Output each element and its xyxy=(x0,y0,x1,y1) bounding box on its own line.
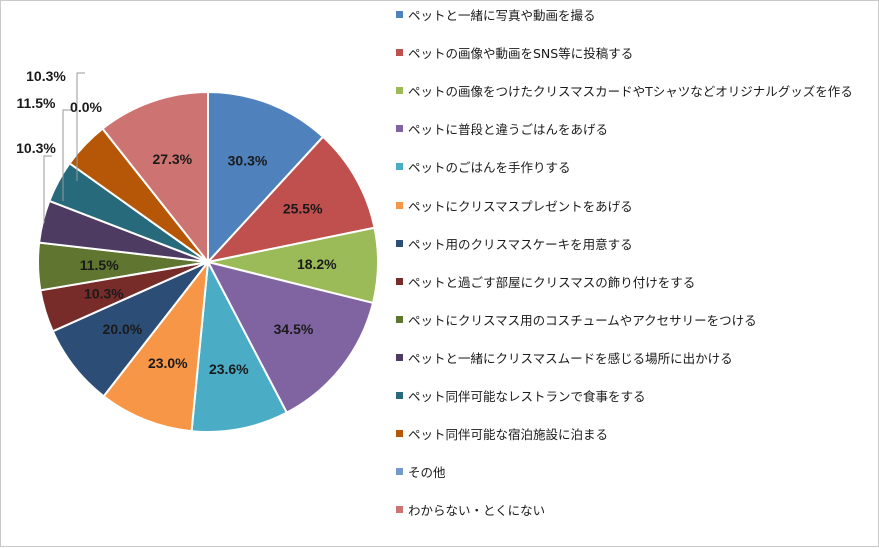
leader-line xyxy=(62,109,71,201)
legend-swatch xyxy=(396,353,403,361)
legend-swatch xyxy=(396,163,403,171)
slice-label: 23.0% xyxy=(148,355,188,371)
slice-label: 25.5% xyxy=(283,200,323,216)
legend-swatch xyxy=(396,277,403,285)
legend-label: ペットの画像や動画をSNS等に投稿する xyxy=(408,46,634,62)
legend-swatch xyxy=(396,11,403,18)
legend-label: ペットにクリスマス用のコスチュームやアクセサリーをつける xyxy=(408,312,757,328)
slice-label: 30.3% xyxy=(228,153,268,169)
slice-label: 27.3% xyxy=(152,151,192,167)
legend-label: ペット用のクリスマスケーキを用意する xyxy=(408,236,633,252)
slice-label: 11.5% xyxy=(80,257,119,273)
legend-swatch xyxy=(396,49,403,57)
pie-slices xyxy=(37,90,379,433)
legend-label: その他 xyxy=(408,465,446,481)
slice-label: 18.2% xyxy=(297,256,337,272)
legend-label: ペットと過ごす部屋にクリスマスの飾り付けをする xyxy=(408,274,696,290)
legend-label: ペット同伴可能なレストランで食事をする xyxy=(408,389,646,404)
slice-label: 11.5% xyxy=(17,95,56,111)
legend-swatch xyxy=(396,201,403,209)
pie-slice xyxy=(101,90,209,265)
legend-label: ペットと一緒にクリスマスムードを感じる場所に出かける xyxy=(408,350,733,366)
legend-swatch xyxy=(396,468,403,476)
legend-swatch xyxy=(396,506,403,514)
slice-label: 0.0% xyxy=(70,99,102,115)
legend-swatch xyxy=(396,87,403,95)
pie-slice xyxy=(102,258,210,433)
leader-line xyxy=(76,72,85,181)
legend-label: ペットと一緒に写真や動画を撮る xyxy=(408,8,596,23)
slice-label: 20.0% xyxy=(103,321,143,337)
slice-label: 23.6% xyxy=(209,361,249,377)
legend-swatch xyxy=(396,125,403,133)
legend-swatch xyxy=(396,392,403,399)
legend-label: わからない・とくにない xyxy=(408,503,546,519)
leader-line xyxy=(43,155,52,223)
slice-label: 10.3% xyxy=(84,286,124,302)
slice-label: 34.5% xyxy=(274,321,314,337)
legend-label: ペットのごはんを手作りする xyxy=(408,160,571,176)
legend-label: ペットに普段と違うごはんをあげる xyxy=(408,122,609,138)
slice-labels: 30.3% 25.5% 18.2% 34.5% 23.6% 23.0% 20.0% 10.3%… xyxy=(16,68,337,377)
pie-slice xyxy=(205,135,376,264)
pie-slice xyxy=(207,90,325,265)
legend-swatch xyxy=(396,315,403,323)
slice-label: 10.3% xyxy=(16,140,56,156)
legend-label: ペット同伴可能な宿泊施設に泊まる xyxy=(408,427,609,443)
legend-label: ペットにクリスマスプレゼントをあげる xyxy=(408,198,633,214)
slice-label: 10.3% xyxy=(26,68,66,84)
pie-slice xyxy=(190,258,289,433)
leader-lines xyxy=(43,72,85,223)
pie-slice xyxy=(206,260,375,414)
legend-label: ペットの画像をつけたクリスマスカードやTシャツなどオリジナルグッズを作る xyxy=(408,84,853,100)
legend-swatch xyxy=(396,430,403,438)
legend-swatch xyxy=(396,239,403,247)
